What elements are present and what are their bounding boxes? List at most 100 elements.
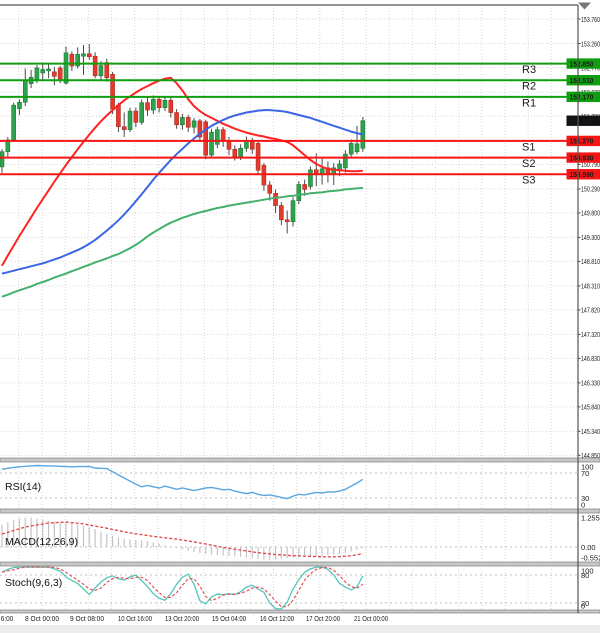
candle-bull: [308, 169, 313, 187]
panel-borders: [0, 2, 591, 613]
candle-bull: [75, 53, 80, 67]
price-tick-label: 144.850: [581, 451, 600, 460]
price-tick-label: 153.760: [581, 15, 600, 24]
price-badge-value: 151.270: [570, 137, 594, 146]
price-badge-value: 152.510: [570, 76, 594, 85]
rsi-scale-label: 100: [581, 462, 594, 471]
price-badge-value: 151.683: [570, 117, 594, 126]
rsi-scale-label: 30: [581, 494, 589, 503]
panel-separator[interactable]: [0, 561, 600, 567]
level-label-r2: R2: [522, 81, 536, 93]
price-badge-value: 152.850: [570, 59, 594, 68]
price-tick-label: 148.810: [581, 257, 600, 266]
candle-bear: [57, 67, 63, 81]
candle-bull: [151, 99, 156, 111]
candle-bull: [191, 120, 197, 128]
date-label: 6:00: [1, 614, 13, 623]
candle-bull: [22, 79, 28, 103]
price-tick-label: 150.790: [581, 160, 600, 169]
candle-bear: [203, 121, 208, 156]
candle-bear: [104, 62, 110, 79]
price-tick-label: 146.330: [581, 379, 600, 388]
panel-separator[interactable]: [0, 609, 600, 614]
level-label-s1: S1: [522, 141, 535, 153]
level-label-r1: R1: [522, 97, 536, 109]
date-label: 8 Oct 00:00: [25, 614, 59, 623]
ma-red-line: [1, 76, 363, 267]
candle-bear: [121, 126, 127, 130]
moving-averages: [1, 76, 364, 298]
date-label: 17 Oct 20:00: [306, 614, 340, 623]
price-tick-label: 145.340: [581, 427, 600, 436]
rsi-scale-label: 70: [581, 469, 589, 478]
axis-labels: 153.760153.260152.770152.270151.780150.7…: [1, 15, 600, 623]
date-label: 21 Oct 00:00: [354, 614, 388, 623]
panel-separator[interactable]: [0, 457, 600, 463]
rsi-scale-label: 0: [581, 500, 585, 509]
price-tick-label: 153.260: [581, 39, 600, 48]
candle-bull: [34, 67, 40, 80]
price-badge-value: 150.590: [570, 170, 594, 179]
candle-bear: [145, 102, 150, 111]
candle-bull: [81, 53, 86, 57]
candle-bear: [279, 205, 284, 221]
stoch-scale-label: 100: [581, 566, 594, 575]
price-badge: [566, 91, 600, 103]
candle-bull: [180, 117, 185, 126]
candle-bear: [273, 193, 278, 206]
candle-bear: [92, 55, 98, 77]
price-badge: [566, 135, 600, 147]
stoch-d-line: [1, 566, 364, 608]
candle-bear: [302, 184, 307, 190]
stoch-scale-label: 80: [581, 571, 589, 580]
macd-panel-label: MACD(12,26,9): [5, 536, 78, 548]
price-tick-label: 147.820: [581, 306, 600, 315]
price-tick-label: 148.310: [581, 282, 600, 291]
date-label: 9 Oct 08:00: [70, 614, 104, 623]
rsi-line: [1, 464, 364, 500]
candle-bull: [46, 68, 51, 72]
level-label-r3: R3: [522, 64, 536, 76]
price-badge-value: 150.930: [570, 153, 594, 162]
price-tick-label: 146.830: [581, 354, 600, 363]
candle-bull: [11, 104, 16, 141]
candle-bear: [185, 117, 191, 128]
candle-bull: [343, 153, 348, 169]
stoch-scale-label: 20: [581, 599, 589, 608]
candle-bear: [220, 129, 226, 141]
level-label-s2: S2: [522, 158, 535, 170]
price-badge: [566, 152, 600, 163]
candle-bull: [319, 168, 325, 175]
ma-green-line: [1, 186, 363, 298]
price-tick-label: 147.320: [581, 330, 600, 339]
candle-bull: [40, 69, 46, 74]
candle-bear: [168, 99, 174, 113]
price-badge-value: 152.170: [570, 93, 594, 102]
date-label: 10 Oct 16:00: [118, 614, 152, 623]
price-tick-label: 149.300: [581, 233, 600, 242]
candle-bear: [69, 53, 75, 67]
level-label-s3: S3: [522, 175, 535, 187]
candle-bear: [232, 148, 238, 157]
stoch-panel-label: Stoch(9,6,3): [5, 577, 62, 589]
stoch-k-line: [1, 566, 364, 610]
candle-bear: [313, 169, 319, 175]
bottom-strip: [0, 625, 600, 633]
candle-bull: [209, 131, 214, 156]
macd-signal-line: [1, 521, 363, 558]
rsi-panel-label: RSI(14): [5, 481, 41, 493]
price-badge: [566, 58, 600, 69]
candle-bull: [127, 110, 133, 130]
ma-blue-line: [1, 109, 364, 275]
panel-separator[interactable]: [0, 508, 600, 514]
candle-bear: [197, 120, 203, 138]
macd-scale-label: 1.2554: [581, 513, 600, 522]
macd-scale-label: -0.5526: [581, 553, 600, 562]
candle-bull: [98, 65, 104, 77]
candle-bear: [174, 112, 179, 126]
chart-shift-marker-icon[interactable]: [578, 2, 591, 10]
price-tick-label: 145.840: [581, 403, 600, 412]
